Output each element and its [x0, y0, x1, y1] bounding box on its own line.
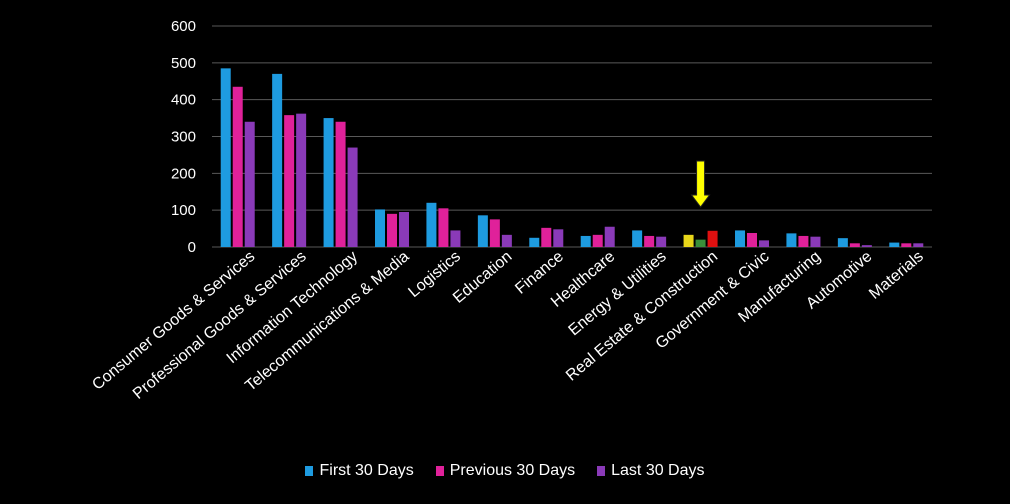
legend-label-first: First 30 Days — [319, 462, 414, 479]
bar — [889, 242, 900, 247]
bar — [786, 233, 797, 247]
y-tick-label: 400 — [171, 92, 196, 109]
bar — [632, 230, 643, 247]
bar — [810, 236, 821, 247]
legend-item-previous: Previous 30 Days — [435, 462, 576, 480]
bar — [683, 234, 694, 247]
bar — [232, 86, 243, 248]
y-tick-label: 0 — [188, 239, 196, 256]
y-axis-ticks: 0 100 200 300 400 500 600 — [171, 18, 196, 256]
bar — [501, 234, 512, 247]
bar — [861, 245, 872, 247]
legend-item-first: First 30 Days — [305, 462, 414, 480]
bar — [604, 226, 615, 247]
bar — [220, 68, 231, 247]
bar — [759, 240, 769, 247]
bar — [489, 219, 500, 247]
y-tick-label: 600 — [171, 18, 196, 35]
legend: First 30 Days Previous 30 Days Last 30 D… — [0, 462, 1010, 480]
bar — [913, 243, 924, 247]
legend-swatch-previous — [435, 466, 444, 476]
bar — [849, 243, 860, 247]
bar — [695, 239, 706, 247]
y-tick-label: 300 — [171, 129, 196, 146]
bar — [347, 147, 358, 247]
bar — [284, 115, 295, 248]
bar — [553, 229, 564, 247]
bar — [656, 236, 667, 247]
bar — [541, 227, 552, 247]
y-tick-label: 100 — [171, 202, 196, 219]
bar — [296, 113, 307, 247]
bars — [220, 68, 924, 248]
bar — [707, 230, 718, 247]
gridlines — [212, 25, 932, 248]
bar — [735, 230, 745, 247]
bar — [244, 121, 255, 247]
bar — [837, 238, 848, 247]
bar — [272, 73, 283, 247]
bar — [399, 212, 409, 247]
legend-label-last: Last 30 Days — [611, 462, 705, 479]
bar-chart: 0 100 200 300 400 500 600 Consumer Goods & Ser… — [89, 18, 932, 403]
bar — [438, 208, 449, 247]
highlight-arrow — [690, 160, 711, 208]
bar — [580, 235, 591, 247]
category-label: Materials — [866, 248, 927, 303]
bar — [450, 230, 461, 247]
legend-item-last: Last 30 Days — [597, 462, 705, 480]
bar — [592, 234, 603, 247]
bar — [529, 237, 540, 247]
y-tick-label: 500 — [171, 55, 196, 72]
bar — [477, 215, 488, 247]
y-tick-label: 200 — [171, 165, 196, 182]
bar — [901, 243, 912, 247]
bar — [335, 121, 346, 247]
bar — [747, 233, 757, 247]
legend-label-previous: Previous 30 Days — [449, 462, 576, 479]
bar — [426, 202, 437, 247]
bar — [644, 235, 655, 247]
bar — [387, 213, 397, 247]
arrow-icon — [690, 160, 711, 208]
bar — [323, 118, 334, 247]
legend-swatch-first — [305, 466, 314, 476]
legend-swatch-last — [597, 466, 606, 476]
bar — [798, 235, 809, 247]
bar — [375, 209, 385, 247]
